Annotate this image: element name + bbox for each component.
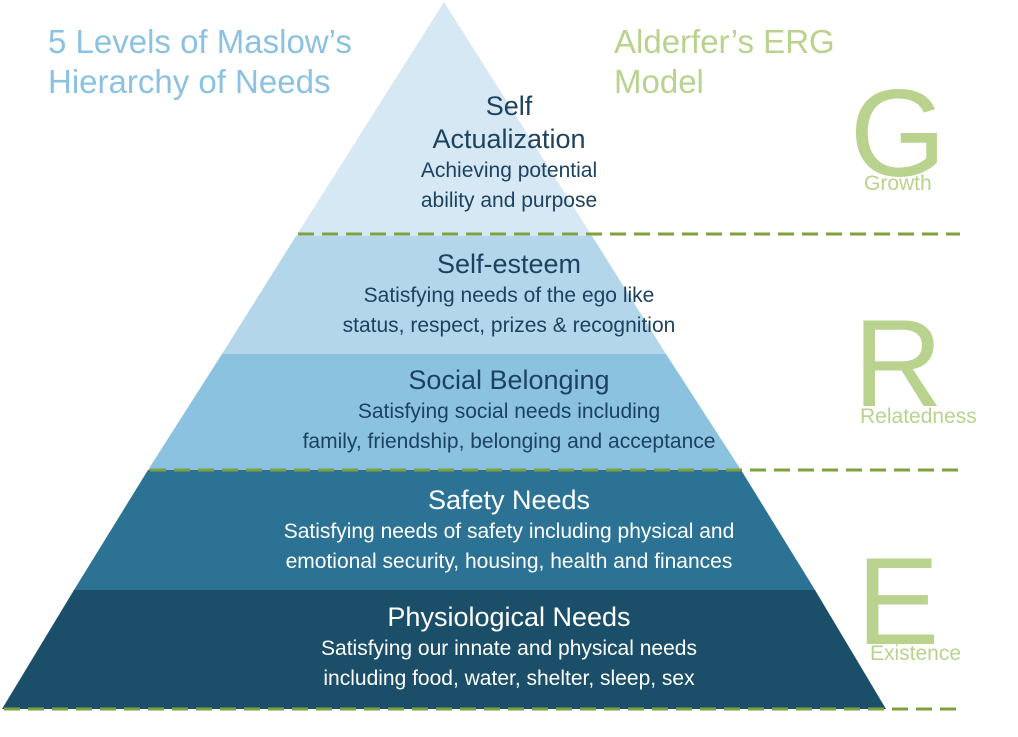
erg-letter-relatedness: R [853, 295, 943, 433]
level-description: Satisfying needs of safety including phy… [0, 517, 1018, 577]
level-physiological-needs: Physiological Needs Satisfying our innat… [0, 601, 1018, 694]
level-description: Satisfying our innate and physical needs… [0, 634, 1018, 694]
erg-title-line-2: Model [614, 63, 704, 100]
description-line: Satisfying our innate and physical needs [321, 637, 697, 660]
description-line: status, respect, prizes & recognition [342, 314, 676, 337]
pyramid-level-self-actualization [296, 2, 592, 236]
description-line: family, friendship, belonging and accept… [302, 430, 716, 453]
erg-label-relatedness: Relatedness [860, 405, 977, 428]
maslow-title-line-1: 5 Levels of Maslow’s [48, 23, 352, 60]
pyramid-level-physiological-needs [2, 590, 886, 709]
erg-letter-existence: E [856, 533, 940, 671]
description-line: Achieving potential [420, 159, 598, 182]
description-line: Satisfying social needs including [357, 400, 661, 423]
description-line: Satisfying needs of safety including phy… [283, 520, 735, 543]
pyramid-level-social-belonging [148, 354, 741, 470]
level-title: Self Actualization [0, 90, 1018, 156]
description-line: ability and purpose [420, 189, 598, 212]
pyramid-level-safety-needs [74, 470, 815, 590]
level-self-actualization: Self Actualization Achieving potential ab… [0, 90, 1018, 216]
level-title-part: Self [485, 91, 533, 121]
erg-letter-growth: G [849, 65, 947, 203]
level-description: Satisfying needs of the ego like status,… [0, 281, 1018, 341]
description-line: including food, water, shelter, sleep, s… [323, 667, 695, 690]
level-description: Satisfying social needs including family… [0, 397, 1018, 457]
level-title: Social Belonging [408, 365, 610, 395]
erg-label-growth: Growth [864, 172, 932, 195]
level-social-belonging: Social Belonging Satisfying social needs… [0, 364, 1018, 457]
level-title: Self-esteem [436, 249, 582, 279]
erg-label-existence: Existence [870, 642, 962, 665]
maslow-title: 5 Levels of Maslow’s Hierarchy of Needs [48, 22, 352, 102]
level-title-part: Actualization [432, 124, 586, 154]
level-description: Achieving potential ability and purpose [0, 156, 1018, 216]
pyramid-level-self-esteem [222, 236, 666, 354]
erg-title: Alderfer’s ERG Model [614, 22, 835, 102]
maslow-title-line-2: Hierarchy of Needs [48, 63, 331, 100]
level-safety-needs: Safety Needs Satisfying needs of safety … [0, 484, 1018, 577]
level-title: Safety Needs [427, 485, 591, 515]
description-line: emotional security, housing, health and … [285, 550, 733, 573]
level-self-esteem: Self-esteem Satisfying needs of the ego … [0, 248, 1018, 341]
description-line: Satisfying needs of the ego like [363, 284, 655, 307]
level-title: Physiological Needs [387, 602, 631, 632]
erg-title-line-1: Alderfer’s ERG [614, 23, 835, 60]
